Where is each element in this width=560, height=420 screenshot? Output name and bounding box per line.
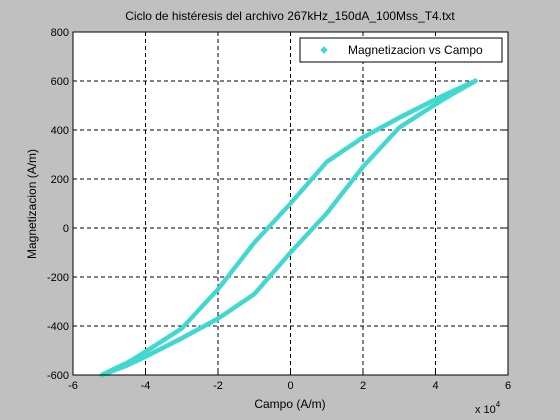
x-tick-label: -4: [141, 380, 151, 392]
y-tick-label: 600: [51, 76, 69, 88]
legend-marker: [320, 46, 328, 54]
legend: Magnetizacion vs Campo: [299, 37, 503, 63]
y-tick-label: 200: [51, 174, 69, 186]
x-axis-label: Campo (A/m): [254, 397, 325, 411]
legend-box: [299, 37, 503, 63]
y-tick-label: -600: [47, 370, 69, 382]
x-axis-multiplier-exponent: 4: [496, 400, 501, 409]
legend-entry-label: Magnetizacion vs Campo: [348, 43, 483, 57]
grid: [73, 32, 508, 375]
data-point-lower-branch: [472, 78, 479, 84]
y-tick-label: 400: [51, 125, 69, 137]
x-tick-label: -2: [213, 380, 223, 392]
x-tick-label: -6: [68, 380, 78, 392]
y-tick-label: -200: [47, 272, 69, 284]
y-axis-label: Magnetizacion (A/m): [25, 149, 39, 259]
axis-ticks: -6 -4 -2 0 2 4 6 -600 -400 -200 0 200 400 600 800: [47, 27, 511, 392]
y-tick-label: 800: [51, 27, 69, 39]
x-axis-multiplier: x 104: [475, 400, 501, 416]
x-tick-label: 6: [505, 380, 511, 392]
chart-title: Ciclo de histéresis del archivo 267kHz_1…: [125, 9, 455, 23]
x-tick-label: 2: [360, 380, 366, 392]
data-series: [99, 78, 479, 378]
x-axis-multiplier-base: x 10: [475, 404, 496, 416]
x-tick-label: 4: [432, 380, 438, 392]
y-tick-label: 0: [63, 223, 69, 235]
y-tick-label: -400: [47, 321, 69, 333]
x-tick-label: 0: [287, 380, 293, 392]
